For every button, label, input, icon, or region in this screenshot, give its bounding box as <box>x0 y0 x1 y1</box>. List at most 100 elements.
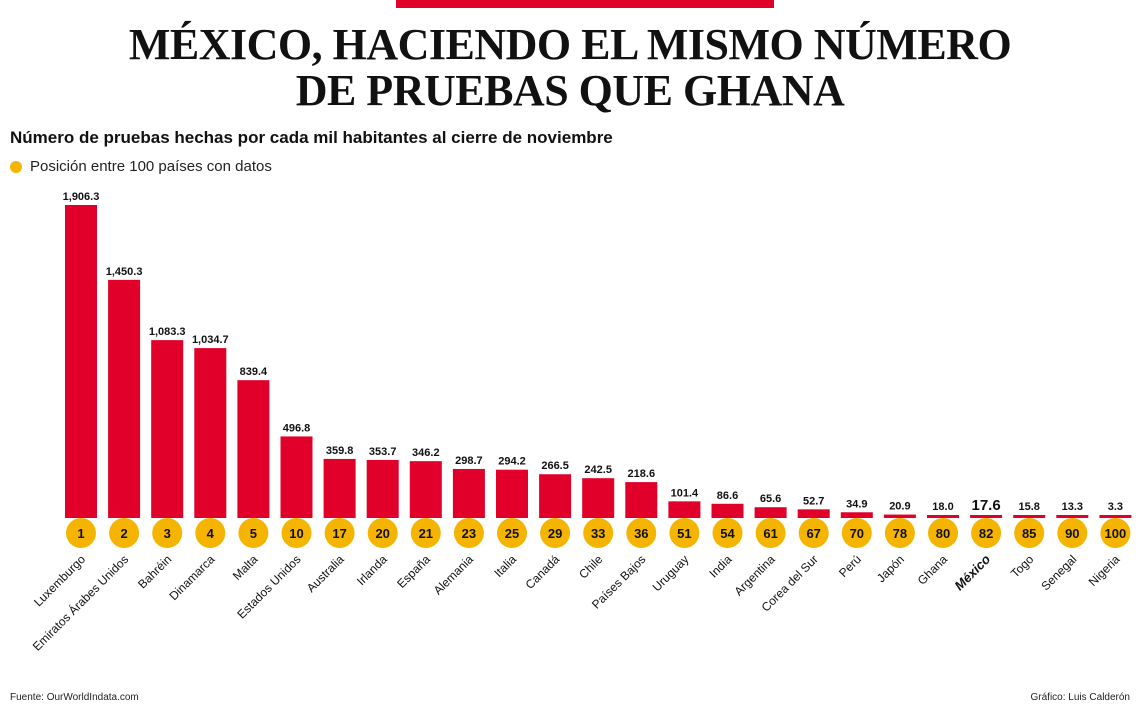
rank-label: 29 <box>548 526 562 541</box>
rank-label: 80 <box>936 526 950 541</box>
category-label: Irlanda <box>354 552 390 588</box>
value-label: 839.4 <box>240 366 268 378</box>
value-label: 218.6 <box>628 468 656 480</box>
value-label: 15.8 <box>1018 501 1039 513</box>
rank-marker-icon <box>540 518 571 548</box>
rank-marker-icon <box>712 518 743 548</box>
chart-title: MÉXICO, HACIENDO EL MISMO NÚMERO DE PRUE… <box>0 22 1140 114</box>
rank-label: 61 <box>763 526 777 541</box>
category-label: Italia <box>491 552 519 580</box>
bar <box>927 515 959 518</box>
rank-marker-icon <box>324 518 355 548</box>
rank-marker-icon <box>109 518 140 548</box>
value-label: 266.5 <box>541 460 569 472</box>
rank-label: 67 <box>806 526 820 541</box>
value-label: 1,906.3 <box>63 191 100 203</box>
rank-marker-icon <box>66 518 96 548</box>
category-label: Uruguay <box>650 552 692 594</box>
rank-marker-icon <box>928 518 958 548</box>
bar <box>883 514 916 518</box>
value-label: 242.5 <box>584 464 612 476</box>
legend-label: Posición entre 100 países con datos <box>30 158 272 175</box>
legend: Posición entre 100 países con datos <box>10 158 272 175</box>
bar <box>539 474 572 518</box>
value-label: 359.8 <box>326 445 354 457</box>
category-label: Chile <box>576 552 605 581</box>
category-label: Canadá <box>523 552 563 592</box>
bar <box>65 205 97 518</box>
rank-label: 100 <box>1105 526 1127 541</box>
value-label: 294.2 <box>498 456 526 468</box>
bar <box>970 515 1003 518</box>
title-line-1: MÉXICO, HACIENDO EL MISMO NÚMERO <box>128 20 1012 69</box>
value-label: 17.6 <box>971 497 1000 514</box>
bar <box>108 279 141 518</box>
category-label: Alemania <box>431 552 477 598</box>
category-label: México <box>951 551 993 593</box>
value-label: 20.9 <box>889 501 910 513</box>
rank-marker-icon <box>367 518 398 548</box>
value-label: 1,083.3 <box>149 326 186 338</box>
bar <box>840 512 873 518</box>
credit-note: Gráfico: Luis Calderón <box>1030 692 1131 703</box>
category-label: España <box>394 552 433 591</box>
bar <box>409 461 442 518</box>
rank-label: 90 <box>1065 526 1079 541</box>
rank-marker-icon <box>281 518 312 548</box>
bar <box>797 509 830 518</box>
rank-label: 23 <box>462 526 476 541</box>
rank-marker-icon <box>195 518 226 548</box>
rank-label: 54 <box>720 526 735 541</box>
category-label: Perú <box>836 552 864 580</box>
rank-marker-icon <box>238 518 269 548</box>
rank-label: 85 <box>1022 526 1036 541</box>
value-label: 65.6 <box>760 493 781 505</box>
rank-marker-icon <box>152 518 183 548</box>
bar <box>1013 515 1046 518</box>
category-label: Malta <box>230 552 261 583</box>
value-label: 34.9 <box>846 498 867 510</box>
rank-label: 20 <box>375 526 389 541</box>
value-label: 346.2 <box>412 447 440 459</box>
value-label: 86.6 <box>717 490 738 502</box>
rank-label: 3 <box>164 526 171 541</box>
category-label: Nigeria <box>1086 552 1123 589</box>
title-line-2: DE PRUEBAS QUE GHANA <box>295 66 845 115</box>
rank-marker-icon <box>583 518 614 548</box>
source-note: Fuente: OurWorldIndata.com <box>10 692 139 703</box>
rank-marker-icon <box>410 518 441 548</box>
rank-marker-icon <box>497 518 527 548</box>
category-label: Dinamarca <box>166 552 217 603</box>
top-accent-bar <box>396 0 774 8</box>
bar <box>625 482 658 518</box>
chart-subtitle: Número de pruebas hechas por cada mil ha… <box>10 128 613 147</box>
bar <box>754 507 787 518</box>
bar <box>668 501 701 518</box>
value-label: 353.7 <box>369 446 397 458</box>
bar <box>496 469 528 518</box>
value-label: 101.4 <box>671 487 699 499</box>
rank-marker-icon <box>884 518 915 548</box>
rank-label: 51 <box>677 526 691 541</box>
category-label: Ghana <box>915 552 951 588</box>
rank-marker-icon <box>1014 518 1045 548</box>
value-label: 18.0 <box>932 501 953 513</box>
rank-label: 4 <box>207 526 215 541</box>
rank-marker-icon <box>841 518 872 548</box>
value-label: 3.3 <box>1108 501 1123 513</box>
category-label: Senegal <box>1038 552 1079 593</box>
rank-label: 10 <box>289 526 303 541</box>
bar <box>366 459 399 518</box>
bar <box>280 436 313 518</box>
rank-marker-icon <box>453 518 484 548</box>
rank-label: 70 <box>850 526 864 541</box>
legend-rank-marker-icon <box>10 160 22 173</box>
category-label: Bahréin <box>135 552 174 591</box>
rank-label: 33 <box>591 526 605 541</box>
value-label: 52.7 <box>803 495 824 507</box>
bar <box>323 458 356 518</box>
value-label: 13.3 <box>1062 501 1083 513</box>
value-label: 1,450.3 <box>106 266 143 278</box>
category-label: Japón <box>874 552 907 585</box>
